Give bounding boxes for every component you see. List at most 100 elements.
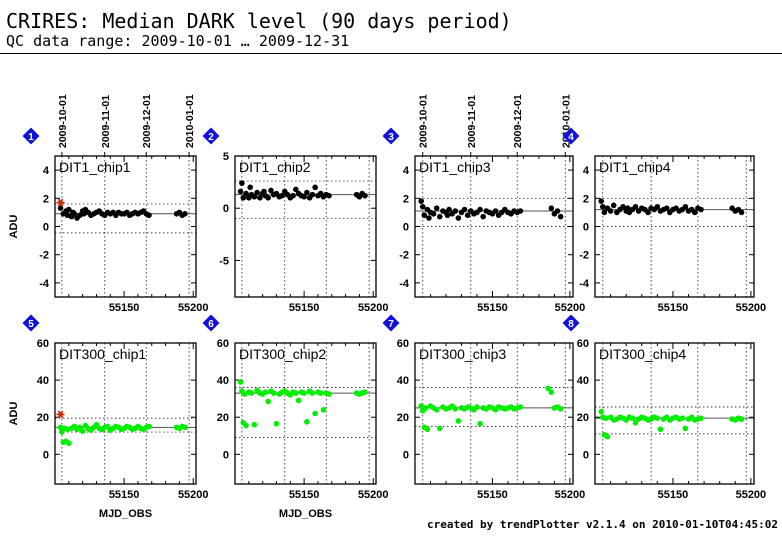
data-point [270,390,277,396]
data-point [182,424,188,431]
data-point [240,194,247,201]
data-point [57,205,64,211]
data-point [548,389,555,395]
y-tick-label: 40 [217,375,229,387]
data-point [554,208,561,214]
y-tick-label: -2 [399,250,409,262]
data-point [679,415,686,421]
y-tick-label: 0 [583,449,589,461]
data-point [304,419,310,425]
data-point [418,198,424,204]
footer-credit: created by trendPlotter v2.1.4 on 2010-0… [427,518,778,531]
data-point [436,213,443,220]
data-point [301,193,307,200]
data-point [474,404,480,410]
y-tick-label: 60 [397,338,409,350]
y-tick-label: -4 [399,278,410,290]
y-tick-label: 40 [577,375,589,387]
y-axis-label: ADU [8,215,20,239]
date-label: 2009-12-01 [141,94,153,148]
data-point [66,206,72,213]
x-axis-label: MJD_OBS [279,508,332,520]
data-point [629,415,636,421]
panel-title: DIT1_chip2 [239,159,311,175]
data-point [433,205,440,211]
panel-title: DIT1_chip1 [59,159,131,175]
data-point [265,194,271,201]
data-point [477,206,483,213]
y-tick-label: -4 [579,278,590,290]
data-point [71,211,78,217]
panel-badge-icon [562,127,580,145]
data-point [265,398,271,405]
y-tick-label: 5 [223,151,229,163]
y-tick-label: 4 [403,165,410,177]
panel-badge-number: 4 [568,132,574,143]
data-point [433,406,440,413]
y-tick-label: 0 [403,222,409,234]
y-tick-label: 0 [43,222,49,234]
data-point [632,203,639,210]
y-tick-label: -2 [39,250,49,262]
plot-frame [594,342,755,485]
data-point [603,415,609,421]
data-point [293,186,299,193]
data-point [452,208,459,214]
data-point [419,203,426,210]
chart-panel-3: -4 -2 0 2 4 55150 55200 2009-10-01 2009-11-01 200… [382,94,585,314]
y-tick-label: 40 [37,375,49,387]
data-point [239,180,245,186]
panel-title: DIT300_chip2 [239,346,326,362]
chart-panel-2: -5 0 5 55150 55200 2 DIT1_chip2 [202,127,389,314]
data-point [146,423,152,430]
date-label: 2010-01-01 [184,94,196,148]
y-tick-label: 60 [217,338,229,350]
data-point [301,390,307,396]
y-tick-label: 20 [577,412,589,424]
data-point [262,389,269,395]
y-tick-label: 2 [403,193,409,205]
data-point [738,209,745,216]
y-tick-label: 0 [583,222,589,234]
date-label: 2009-11-01 [100,95,112,148]
x-tick-label: 55200 [555,489,586,501]
data-point [243,190,249,197]
data-point [557,406,564,412]
data-point [182,211,188,217]
y-tick-label: -5 [219,255,229,267]
data-point [326,391,332,397]
data-point [657,426,664,433]
data-point [455,418,462,424]
x-tick-label: 55200 [736,489,767,501]
data-point [738,416,745,422]
data-point [273,420,280,427]
chart-panel-8: 0 20 40 60 55150 55200 8 DIT300_chip4 [562,314,767,501]
data-point [251,193,258,200]
data-point [604,433,611,440]
chart-panel-4: -4 -2 0 2 4 55150 55200 4 DIT1_chip4 [562,127,766,314]
x-tick-label: 55200 [358,302,389,314]
panel-badge-icon [382,127,400,145]
date-label: 2009-12-01 [512,94,524,148]
data-point [607,208,614,214]
x-tick-label: 55150 [289,489,320,501]
data-point [326,192,332,199]
data-point [424,426,431,433]
data-point [309,191,316,198]
x-axis-label: MJD_OBS [99,508,152,520]
x-tick-label: 55200 [178,489,209,501]
data-point [362,192,368,199]
panel-badge-number: 2 [208,132,214,143]
plot-frame [54,342,197,485]
data-point [279,192,285,199]
data-point [464,212,471,219]
x-tick-label: 55200 [358,489,389,501]
data-point [698,206,704,213]
data-point [601,209,608,216]
chart-panel-1: -4 -2 0 2 4 55150 55200 2009-10-01 2009-11-01 200… [8,94,209,314]
panel-badge-icon [202,127,220,145]
y-tick-label: 20 [217,412,229,424]
data-point [492,208,499,214]
outlier-marker [57,198,64,207]
data-point [251,421,258,428]
